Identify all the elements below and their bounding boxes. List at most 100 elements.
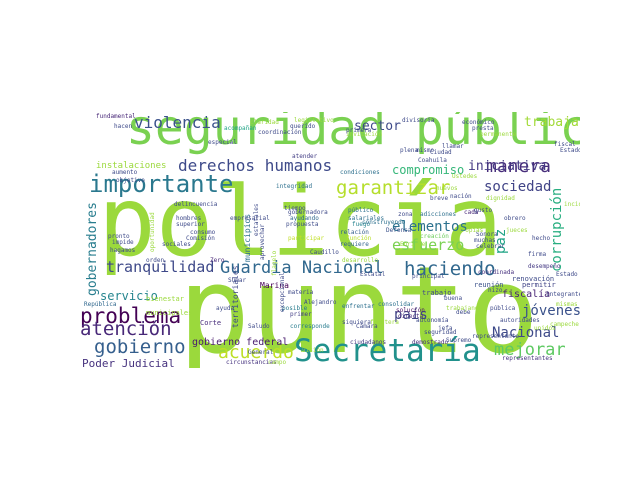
word: impide <box>112 239 134 246</box>
word: seguridad pública <box>126 112 580 156</box>
word: materia <box>288 289 314 296</box>
word: celebrar <box>476 243 505 250</box>
word: jefa <box>438 325 453 332</box>
word-cloud: policía punto seguridad pública Secretar… <box>80 112 580 368</box>
word: Enrique <box>400 241 426 248</box>
word: creación <box>420 233 449 240</box>
word: jóvenes <box>522 303 580 319</box>
word: unidos <box>534 325 556 332</box>
word: violencia <box>134 113 221 132</box>
word: frontera <box>370 319 399 326</box>
word: demostrado <box>412 339 449 346</box>
word: corrupción <box>549 187 565 272</box>
word: solución <box>396 307 425 314</box>
word: enfrentar <box>342 303 375 310</box>
word: obrero <box>504 215 526 222</box>
word: renovación <box>512 275 555 283</box>
word: garantizar <box>336 177 451 199</box>
word: condiciones <box>340 169 380 176</box>
word: Ciudad <box>430 149 452 156</box>
word: hagamos <box>110 247 136 254</box>
word: delincuencia <box>174 201 218 208</box>
word: legislativo <box>294 117 334 124</box>
word: Sonora <box>476 231 498 238</box>
word: Secretaría <box>294 333 481 368</box>
word: hecho <box>532 235 551 242</box>
word: nación <box>450 193 472 200</box>
word: iniciativa <box>468 159 547 174</box>
word: pública <box>490 305 516 312</box>
word: Comisión <box>186 235 215 242</box>
word: Marina <box>260 281 289 290</box>
word: desarrollo <box>342 257 379 264</box>
word: territoriales <box>231 265 240 328</box>
word: Estados <box>560 147 580 154</box>
word: Estatal <box>360 271 386 278</box>
word: campo <box>268 359 287 366</box>
word: corresponde <box>290 323 330 330</box>
word: mismas <box>556 301 578 308</box>
word: hacen <box>114 123 133 130</box>
word: público <box>348 207 374 214</box>
word: cada <box>464 209 479 216</box>
word: aprovechar <box>259 223 266 260</box>
word: atención <box>80 318 172 340</box>
word: campeche <box>550 321 579 328</box>
word: tranquilidad <box>106 258 215 276</box>
word: sector <box>354 119 401 134</box>
word: zona <box>398 211 413 218</box>
word: permanente <box>480 131 517 138</box>
word: país <box>394 307 428 323</box>
word: derechos humanos <box>178 156 333 175</box>
word: fiscalía <box>502 289 551 300</box>
word: jueces <box>506 227 528 234</box>
word: sociedad <box>484 179 552 195</box>
word: nuevos <box>436 185 458 192</box>
word: firma <box>528 251 547 258</box>
word: fiscal <box>554 141 576 148</box>
word: Poder Judicial <box>82 357 175 368</box>
word: Nacional <box>492 325 560 341</box>
word: Alejandro <box>304 299 337 306</box>
word: Supremo <box>446 337 472 344</box>
word: querido <box>290 123 316 130</box>
word: salariales <box>348 215 385 222</box>
word: Cámara <box>356 323 378 330</box>
word: trabajando <box>446 305 483 312</box>
word: directa <box>398 313 424 320</box>
word: consumo <box>190 229 216 236</box>
word: Defensa <box>386 227 412 234</box>
word: siquiera <box>342 319 371 326</box>
word: función <box>346 235 372 242</box>
word: incide <box>564 201 580 208</box>
word: instalaciones <box>96 161 167 171</box>
word: Zero <box>210 257 225 264</box>
word: ciudadanos <box>350 339 387 346</box>
word: trabajar <box>524 115 580 130</box>
word: breve <box>430 195 449 202</box>
word: mismo <box>416 147 435 154</box>
word: gobierno <box>94 336 186 358</box>
word: participar <box>288 235 325 242</box>
word: orden <box>146 257 165 264</box>
word: empresarial <box>230 215 270 222</box>
word: Saludo <box>248 323 270 330</box>
word: superior <box>176 221 205 228</box>
word: primera <box>346 127 372 134</box>
word: manera <box>486 156 552 177</box>
word: claridad <box>250 119 279 126</box>
word: seguridad <box>424 329 457 336</box>
word: consolidar <box>378 301 415 308</box>
word: construyendo <box>362 219 406 226</box>
word: relación <box>340 229 369 236</box>
word: divisoria <box>402 117 435 124</box>
word: importante <box>89 170 234 198</box>
word: acuerdo <box>218 342 294 363</box>
word: flagelo <box>271 250 278 276</box>
word: haciendo <box>404 258 496 280</box>
word: trabajo <box>422 289 452 297</box>
word: propias <box>458 227 484 234</box>
word: integridad <box>276 183 313 190</box>
word: circunstancias <box>226 359 277 366</box>
word: invitación <box>346 131 383 138</box>
